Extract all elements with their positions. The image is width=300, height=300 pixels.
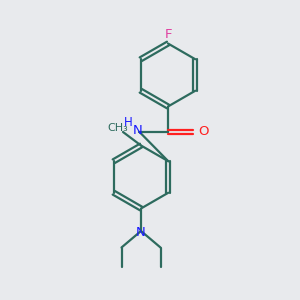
Text: CH₃: CH₃ (107, 123, 128, 134)
Text: N: N (136, 226, 146, 239)
Text: O: O (198, 125, 208, 139)
Text: H: H (124, 116, 133, 129)
Text: F: F (164, 28, 172, 41)
Text: N: N (133, 124, 143, 137)
